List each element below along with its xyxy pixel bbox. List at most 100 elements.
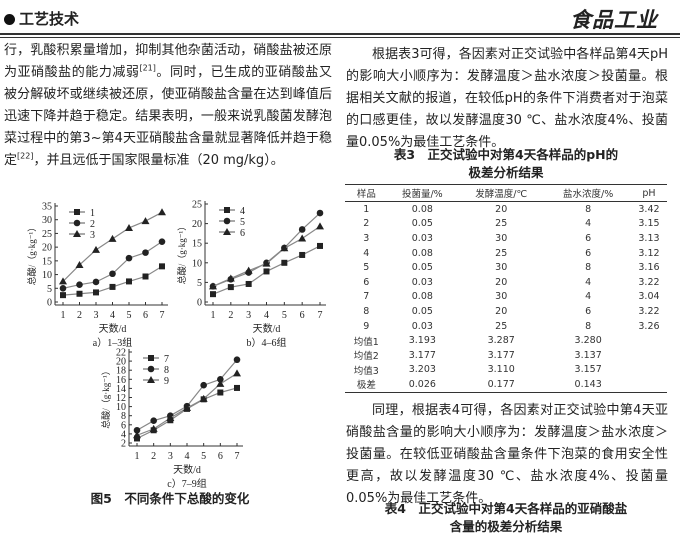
x-tick-label: 4 <box>110 310 115 321</box>
legend-label: 5 <box>240 217 245 228</box>
legend-label: 2 <box>90 219 95 230</box>
data-point <box>125 254 133 262</box>
table-cell: 0.08 <box>411 291 433 303</box>
data-point <box>280 244 289 252</box>
table-cell: 6 <box>585 232 592 244</box>
table-cell: 20 <box>495 276 508 288</box>
column-header: pH <box>630 184 667 202</box>
y-tick-label: 20 <box>116 357 126 368</box>
x-tick-label: 5 <box>201 451 206 462</box>
legend-marker <box>148 355 154 361</box>
data-point <box>158 238 166 245</box>
column-header: 发酵温度/℃ <box>457 184 546 202</box>
data-point <box>142 249 149 256</box>
y-tick-label: 4 <box>121 429 126 440</box>
data-point <box>134 435 140 442</box>
y-tick-label: 25 <box>42 229 52 240</box>
table-cell: 0.05 <box>411 218 433 230</box>
table-cell: 4 <box>585 218 592 230</box>
data-point <box>210 291 216 298</box>
table-row: 6 0.03 20 4 3.22 <box>345 275 667 290</box>
data-point <box>298 234 307 242</box>
table-row: 8 0.05 20 6 3.22 <box>345 304 667 319</box>
citation: [22] <box>17 151 34 161</box>
table-cell: 7 <box>363 291 370 303</box>
x-tick-label: 7 <box>160 310 165 321</box>
header-rule-thin <box>0 37 680 38</box>
table-cell: 0.08 <box>411 203 433 215</box>
data-point <box>93 289 99 296</box>
data-point <box>233 369 241 377</box>
table-cell: 3.280 <box>574 335 602 347</box>
table-cell: 3.42 <box>638 203 660 215</box>
x-tick-label: 6 <box>143 310 148 321</box>
column-header: 投菌量/% <box>387 184 458 202</box>
x-tick-label: 7 <box>318 310 323 321</box>
table-cell: 0.03 <box>411 276 433 288</box>
table-cell: 2 <box>363 218 370 230</box>
table-cell: 3.177 <box>487 349 515 361</box>
table-cell: 8 <box>585 320 592 332</box>
y-tick-label: 5 <box>47 284 52 295</box>
legend-marker <box>74 209 80 215</box>
data-point <box>109 283 116 290</box>
table-cell: 均值2 <box>353 351 379 363</box>
table-row: 1 0.08 20 8 3.42 <box>345 202 667 217</box>
data-point <box>150 417 157 425</box>
data-point <box>183 403 191 411</box>
legend-marker <box>147 365 155 373</box>
data-point <box>149 424 158 432</box>
table-cell: 30 <box>495 262 508 274</box>
table-row: 3 0.03 30 6 3.13 <box>345 231 667 246</box>
x-tick-label: 4 <box>264 310 269 321</box>
x-tick-label: 6 <box>218 451 223 462</box>
table-cell: 0.177 <box>487 378 515 390</box>
table-cell: 3.193 <box>408 335 436 347</box>
table-cell: 0.05 <box>411 262 433 274</box>
table-cell: 5 <box>363 262 370 274</box>
table-cell: 0.03 <box>411 320 433 332</box>
legend-marker <box>73 230 81 237</box>
table-cell: 3 <box>363 232 370 244</box>
y-tick-label: 25 <box>192 200 202 211</box>
table-cell: 均值3 <box>353 365 379 377</box>
table-cell: 30 <box>495 291 508 303</box>
text: 。同时，已生成的亚硝酸盐又被分解破坏或继续被还原，使亚硝酸盐含量在达到峰值后迅速… <box>4 65 332 168</box>
y-tick-label: 30 <box>42 215 52 226</box>
data-point <box>142 273 149 280</box>
table-cell: 3.12 <box>638 247 660 259</box>
legend-label: 4 <box>240 206 245 217</box>
table-cell: 4 <box>585 276 592 288</box>
data-point <box>217 376 224 383</box>
table3-caption: 表3 正交试验中对第4天各样品的pH的 极差分析结果 <box>345 146 667 182</box>
data-point <box>226 274 235 282</box>
table-cell: 0.026 <box>408 378 436 390</box>
data-point <box>317 242 323 249</box>
y-tick-label: 10 <box>192 258 202 269</box>
data-point <box>166 413 175 421</box>
data-point <box>263 268 270 275</box>
data-point <box>227 284 234 291</box>
y-tick-label: 14 <box>116 384 126 395</box>
caption-line: 含量的极差分析结果 <box>449 519 563 534</box>
data-point <box>141 217 150 225</box>
data-point <box>76 290 83 297</box>
y-tick-label: 20 <box>42 243 52 254</box>
table-cell: 6 <box>585 247 592 259</box>
table-cell: 3.137 <box>574 349 602 361</box>
legend-label: 9 <box>164 376 169 387</box>
section-title: 工艺技术 <box>19 10 80 28</box>
right-column-text-2: 同理，根据表4可得，各因素对正交试验中第4天亚硝酸盐含量的影响大小顺序为：发酵温… <box>346 400 668 510</box>
column-header: 盐水浓度/% <box>545 184 631 202</box>
y-tick-label: 22 <box>116 348 126 359</box>
table-cell: 3.15 <box>638 218 660 230</box>
data-point <box>125 223 133 231</box>
legend-label: 7 <box>164 354 169 365</box>
data-point <box>92 245 100 253</box>
data-point <box>92 278 100 286</box>
table-cell: 3.203 <box>408 364 436 376</box>
table-cell: 均值1 <box>353 336 379 348</box>
caption-line: 表4 正交试验中对第4天各样品的亚硝酸盐 <box>384 501 628 516</box>
